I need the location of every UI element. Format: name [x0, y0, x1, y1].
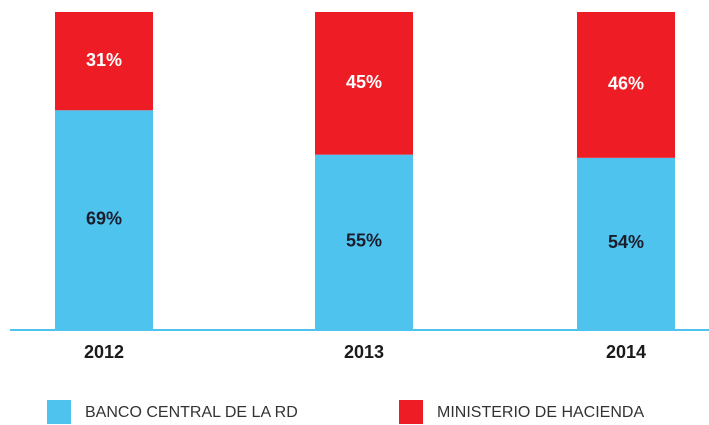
data-label: 69% [86, 208, 122, 228]
legend-label: MINISTERIO DE HACIENDA [437, 404, 644, 421]
bar-segment [577, 157, 675, 329]
data-label: 55% [346, 231, 382, 251]
data-label: 54% [608, 232, 644, 252]
bar-segment [577, 12, 675, 158]
data-label: 46% [608, 74, 644, 94]
legend-label: BANCO CENTRAL DE LA RD [85, 404, 298, 421]
data-label: 45% [346, 72, 382, 92]
x-tick-label: 2012 [84, 342, 124, 362]
bar-segment [315, 12, 413, 155]
bar-segment [315, 154, 413, 329]
legend-swatch [47, 400, 71, 424]
x-tick-label: 2014 [606, 342, 646, 362]
bar-segment [55, 12, 153, 111]
data-label: 31% [86, 50, 122, 70]
x-tick-label: 2013 [344, 342, 384, 362]
bar-segment [55, 110, 153, 330]
legend-swatch [399, 400, 423, 424]
